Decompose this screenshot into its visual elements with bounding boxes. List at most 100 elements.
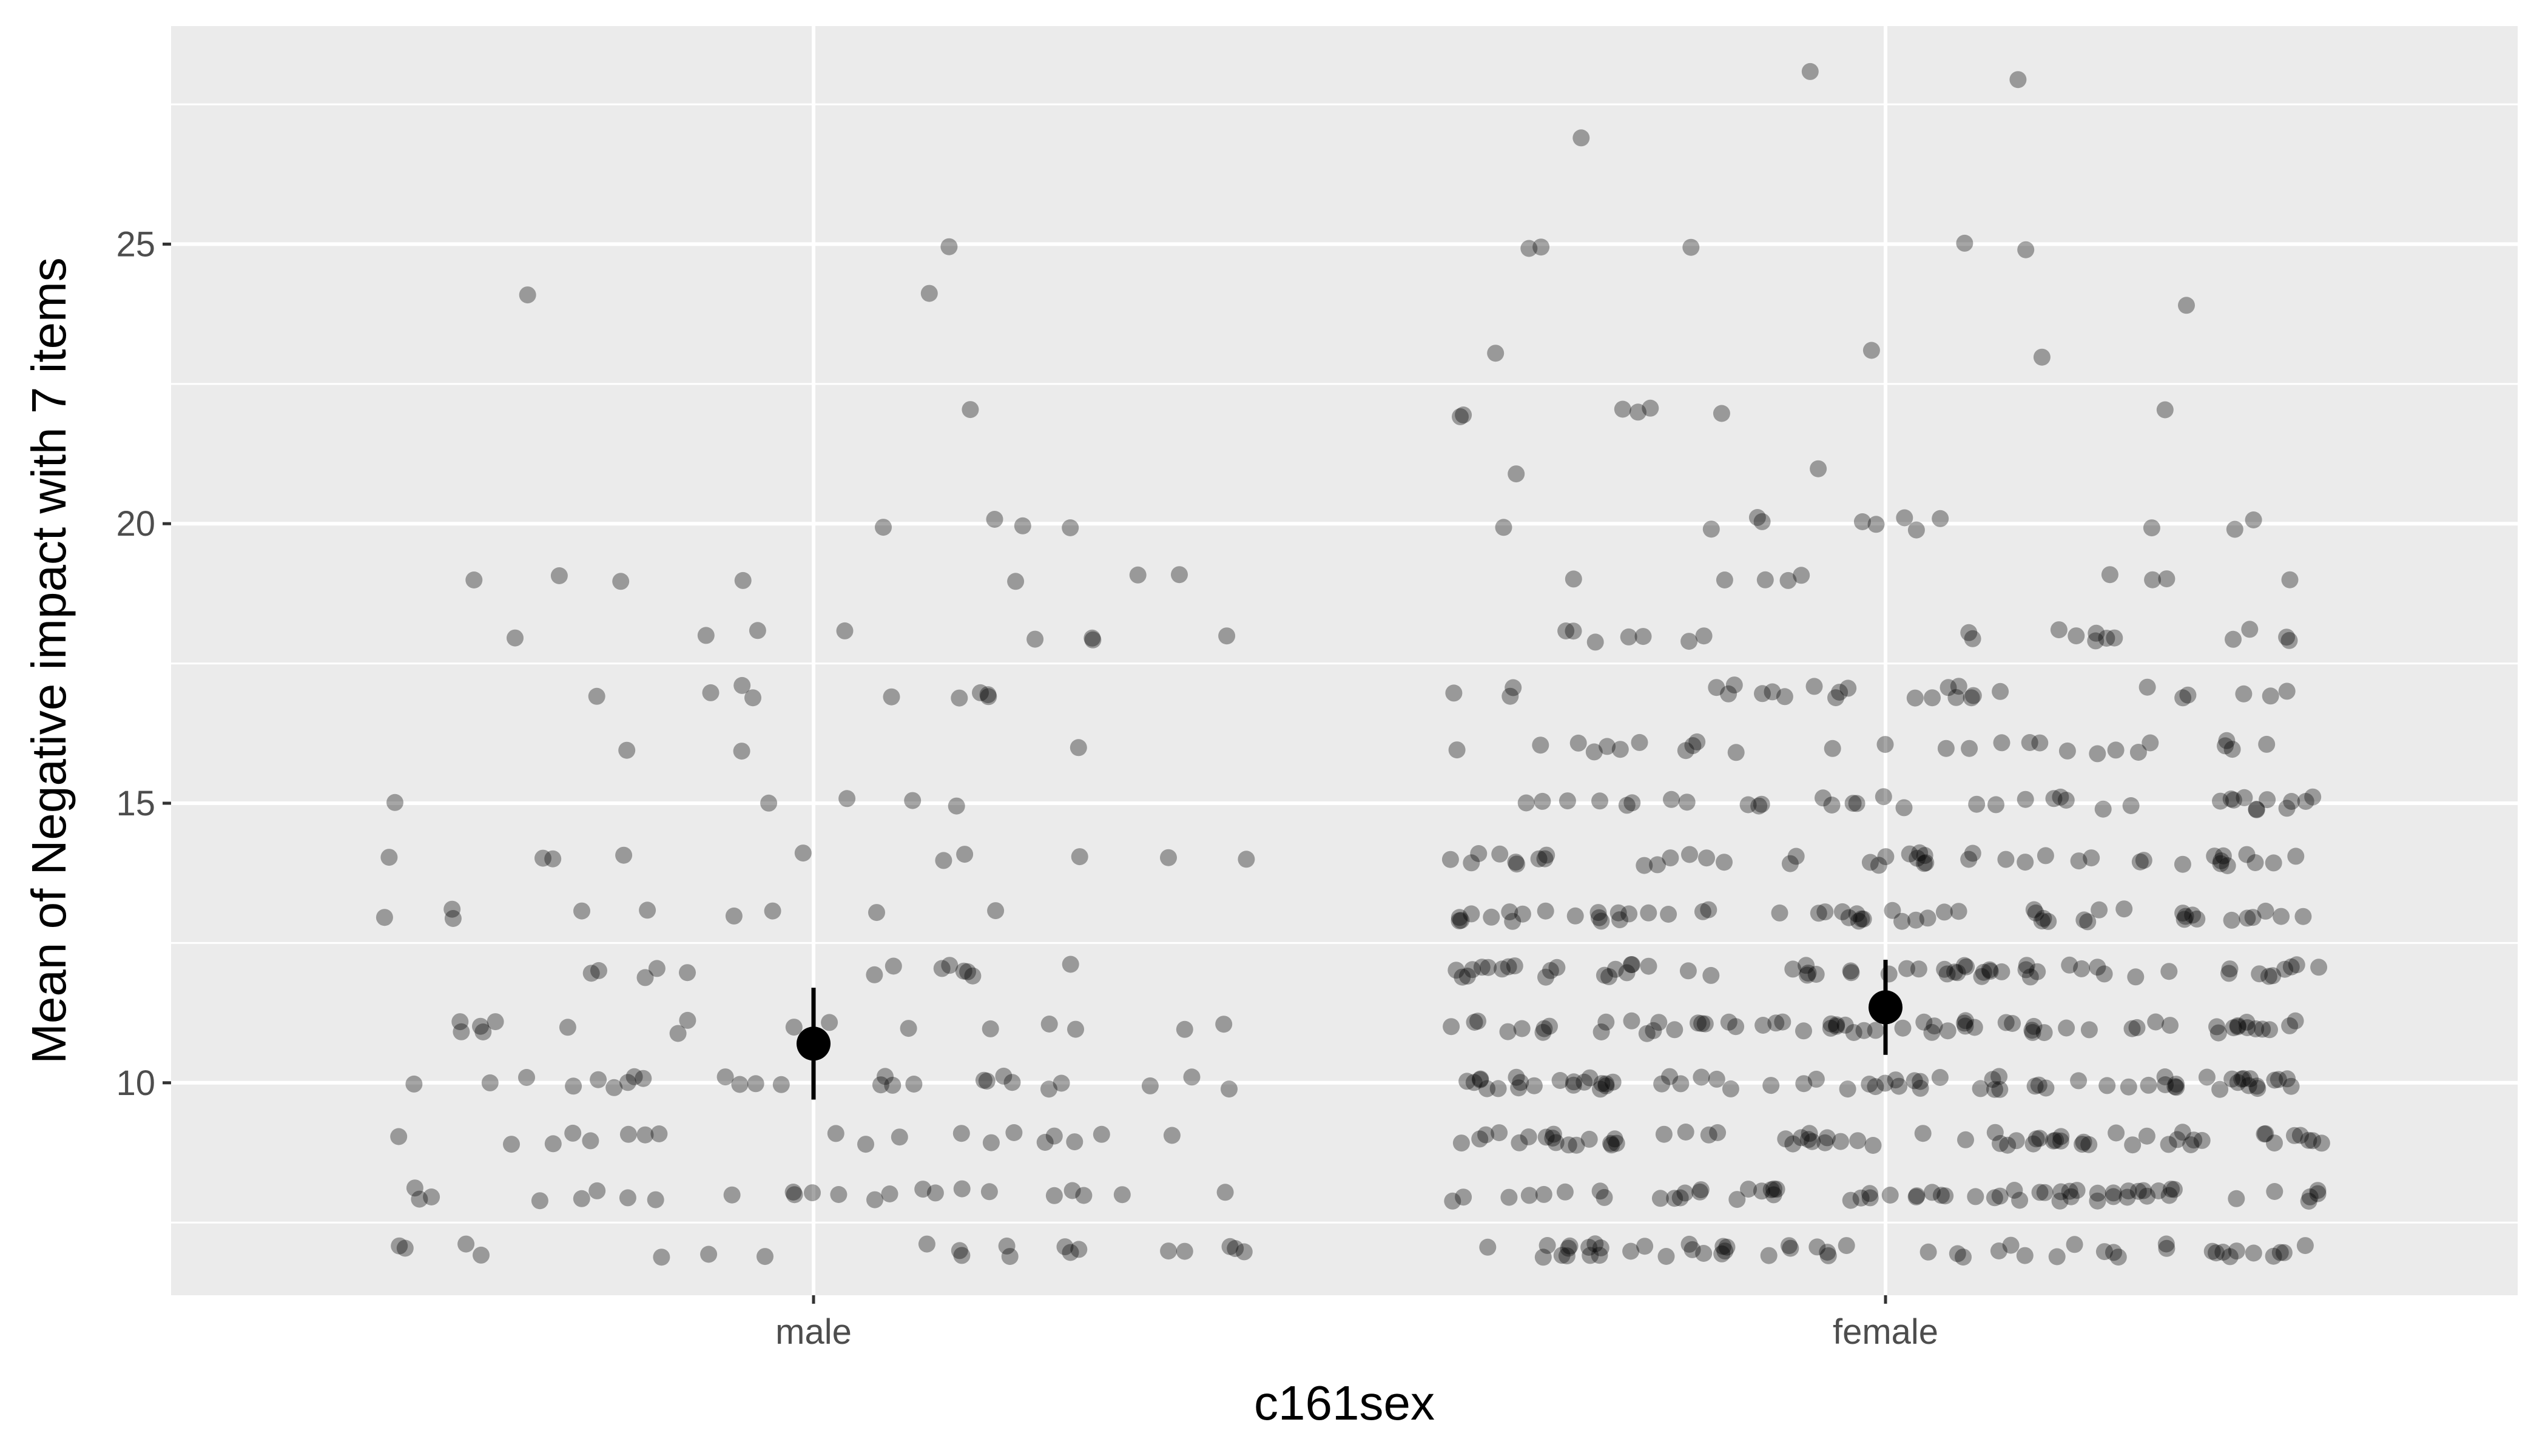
data-point bbox=[1636, 857, 1653, 874]
data-point bbox=[2162, 1017, 2179, 1034]
data-point bbox=[1463, 854, 1480, 872]
data-point bbox=[2108, 1124, 2125, 1142]
data-point bbox=[2106, 629, 2123, 647]
data-point bbox=[964, 967, 982, 985]
data-point bbox=[1819, 1244, 1836, 1261]
data-point bbox=[1569, 734, 1587, 752]
data-point bbox=[2070, 852, 2088, 870]
data-point bbox=[1777, 1130, 1795, 1148]
data-point bbox=[650, 1125, 668, 1142]
data-point bbox=[679, 1011, 696, 1029]
data-point bbox=[1071, 848, 1088, 866]
data-point bbox=[1596, 1188, 1613, 1206]
data-point bbox=[1585, 743, 1603, 761]
data-point bbox=[1534, 792, 1551, 810]
data-point bbox=[1992, 682, 2009, 700]
data-point bbox=[1634, 628, 1652, 645]
data-point bbox=[1991, 1080, 2009, 1098]
data-point bbox=[1850, 912, 1867, 930]
data-point bbox=[926, 1184, 944, 1202]
data-point bbox=[2251, 965, 2268, 983]
data-point bbox=[1754, 1017, 1772, 1034]
data-point bbox=[2023, 1022, 2041, 1039]
data-point bbox=[1642, 399, 1659, 417]
data-point bbox=[1986, 1080, 2003, 1098]
data-point bbox=[1452, 912, 1470, 929]
data-point bbox=[1129, 566, 1147, 584]
data-point bbox=[980, 1183, 998, 1201]
data-point bbox=[1801, 62, 1819, 80]
data-point bbox=[573, 1190, 590, 1207]
data-point bbox=[980, 688, 997, 706]
data-point bbox=[2265, 854, 2282, 872]
data-point bbox=[2080, 1136, 2098, 1153]
data-point bbox=[2226, 521, 2243, 538]
data-point bbox=[1466, 1014, 1483, 1031]
data-point bbox=[2223, 1070, 2241, 1088]
data-point bbox=[883, 688, 900, 706]
data-point bbox=[2242, 1070, 2259, 1088]
data-point bbox=[1692, 1181, 1710, 1199]
data-point bbox=[1780, 1237, 1798, 1255]
data-point bbox=[1975, 963, 1992, 981]
data-point bbox=[2235, 685, 2253, 703]
data-point bbox=[1986, 1189, 2003, 1207]
data-point bbox=[1499, 1023, 1517, 1040]
data-point bbox=[2061, 1182, 2078, 1200]
data-point bbox=[1695, 1245, 1713, 1262]
data-point bbox=[2083, 849, 2100, 867]
data-point bbox=[2248, 801, 2265, 818]
data-point bbox=[1070, 1241, 1088, 1258]
data-point bbox=[1828, 1017, 1845, 1035]
data-point bbox=[2144, 571, 2162, 588]
data-point bbox=[1553, 1247, 1571, 1264]
data-point bbox=[2208, 1018, 2225, 1036]
data-point bbox=[697, 627, 715, 644]
data-point bbox=[1653, 1075, 1671, 1093]
data-point bbox=[1618, 797, 1636, 814]
data-point bbox=[1520, 1128, 1537, 1145]
data-point bbox=[1940, 679, 1957, 696]
data-point bbox=[559, 1019, 576, 1036]
data-point bbox=[2143, 519, 2160, 537]
data-point bbox=[1618, 964, 1636, 982]
data-point bbox=[2048, 1248, 2066, 1266]
data-point bbox=[1542, 962, 1559, 979]
data-point bbox=[391, 1237, 408, 1255]
data-point bbox=[1592, 1239, 1609, 1256]
data-point bbox=[1881, 1187, 1899, 1204]
data-point bbox=[827, 1125, 844, 1142]
data-point bbox=[2174, 689, 2192, 707]
data-point bbox=[1956, 957, 1973, 974]
data-point bbox=[1981, 962, 1999, 980]
data-point bbox=[952, 1125, 970, 1142]
data-point bbox=[1651, 1190, 1669, 1207]
data-point bbox=[1693, 1068, 1710, 1086]
data-point bbox=[1955, 1249, 1972, 1266]
data-point bbox=[2079, 913, 2097, 931]
data-point bbox=[2249, 1080, 2267, 1097]
data-point bbox=[1914, 1125, 1932, 1142]
data-point bbox=[2235, 1070, 2253, 1087]
data-point bbox=[1084, 629, 1101, 647]
data-point bbox=[1727, 1018, 1745, 1036]
data-point bbox=[1448, 741, 1466, 759]
data-point bbox=[959, 963, 976, 980]
data-point bbox=[1448, 962, 1465, 979]
data-point bbox=[1768, 1181, 1785, 1198]
data-point bbox=[1782, 1239, 1799, 1257]
data-point bbox=[1949, 1245, 1966, 1262]
data-point bbox=[1956, 234, 1973, 252]
data-point bbox=[723, 1186, 741, 1204]
data-point bbox=[1765, 1180, 1782, 1198]
data-point bbox=[2211, 1080, 2229, 1098]
data-point bbox=[1684, 737, 1702, 754]
data-point bbox=[2150, 1182, 2168, 1199]
data-point bbox=[749, 622, 766, 639]
data-point bbox=[1906, 1072, 1923, 1090]
data-point bbox=[757, 1248, 774, 1266]
data-point bbox=[2156, 1068, 2174, 1085]
data-point bbox=[390, 1128, 408, 1145]
data-point bbox=[2259, 791, 2276, 809]
data-point bbox=[1771, 904, 1788, 922]
